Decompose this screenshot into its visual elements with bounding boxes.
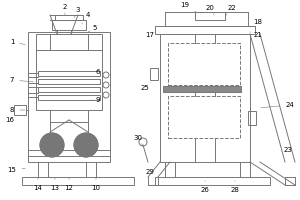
Bar	[155, 26, 255, 34]
Bar	[38, 87, 100, 92]
Text: 19: 19	[181, 2, 196, 12]
Text: 4: 4	[82, 12, 90, 24]
Bar	[163, 86, 241, 92]
Text: 12: 12	[64, 178, 74, 191]
Bar	[248, 111, 256, 125]
Bar	[160, 34, 250, 162]
Circle shape	[40, 133, 64, 157]
Circle shape	[74, 133, 98, 157]
Text: 29: 29	[146, 169, 158, 178]
Bar	[52, 20, 86, 30]
Bar	[195, 12, 225, 20]
Bar	[150, 68, 158, 80]
Text: 25: 25	[141, 82, 150, 91]
Circle shape	[78, 137, 94, 153]
Text: 22: 22	[226, 5, 236, 15]
Bar	[28, 32, 110, 162]
Circle shape	[44, 137, 60, 153]
Text: 15: 15	[8, 167, 25, 173]
Text: 26: 26	[201, 181, 209, 193]
Text: 17: 17	[146, 32, 160, 38]
Bar	[38, 95, 100, 100]
Text: 20: 20	[206, 5, 214, 15]
Text: 24: 24	[261, 102, 294, 108]
Bar	[38, 71, 100, 76]
Bar	[36, 34, 102, 50]
Bar	[55, 15, 83, 20]
Text: 1: 1	[10, 39, 25, 45]
Text: 21: 21	[250, 32, 262, 38]
Text: 14: 14	[34, 178, 42, 191]
Bar	[38, 79, 100, 84]
Bar	[14, 105, 26, 115]
Text: 16: 16	[5, 117, 14, 123]
Text: 6: 6	[92, 69, 100, 80]
Bar	[155, 177, 270, 185]
Bar	[168, 96, 240, 138]
Text: 3: 3	[74, 7, 80, 18]
Text: 23: 23	[280, 145, 292, 153]
Text: 13: 13	[50, 178, 59, 191]
Text: 5: 5	[88, 25, 97, 32]
Text: 7: 7	[10, 77, 33, 83]
Bar	[22, 177, 134, 185]
Bar	[168, 43, 240, 85]
Bar	[36, 50, 102, 110]
Text: 18: 18	[250, 19, 262, 27]
Text: 28: 28	[231, 181, 239, 193]
Text: 10: 10	[92, 178, 100, 191]
Text: 30: 30	[134, 135, 143, 146]
Text: 9: 9	[92, 97, 100, 103]
Text: 2: 2	[63, 4, 67, 15]
Text: 8: 8	[10, 107, 25, 113]
